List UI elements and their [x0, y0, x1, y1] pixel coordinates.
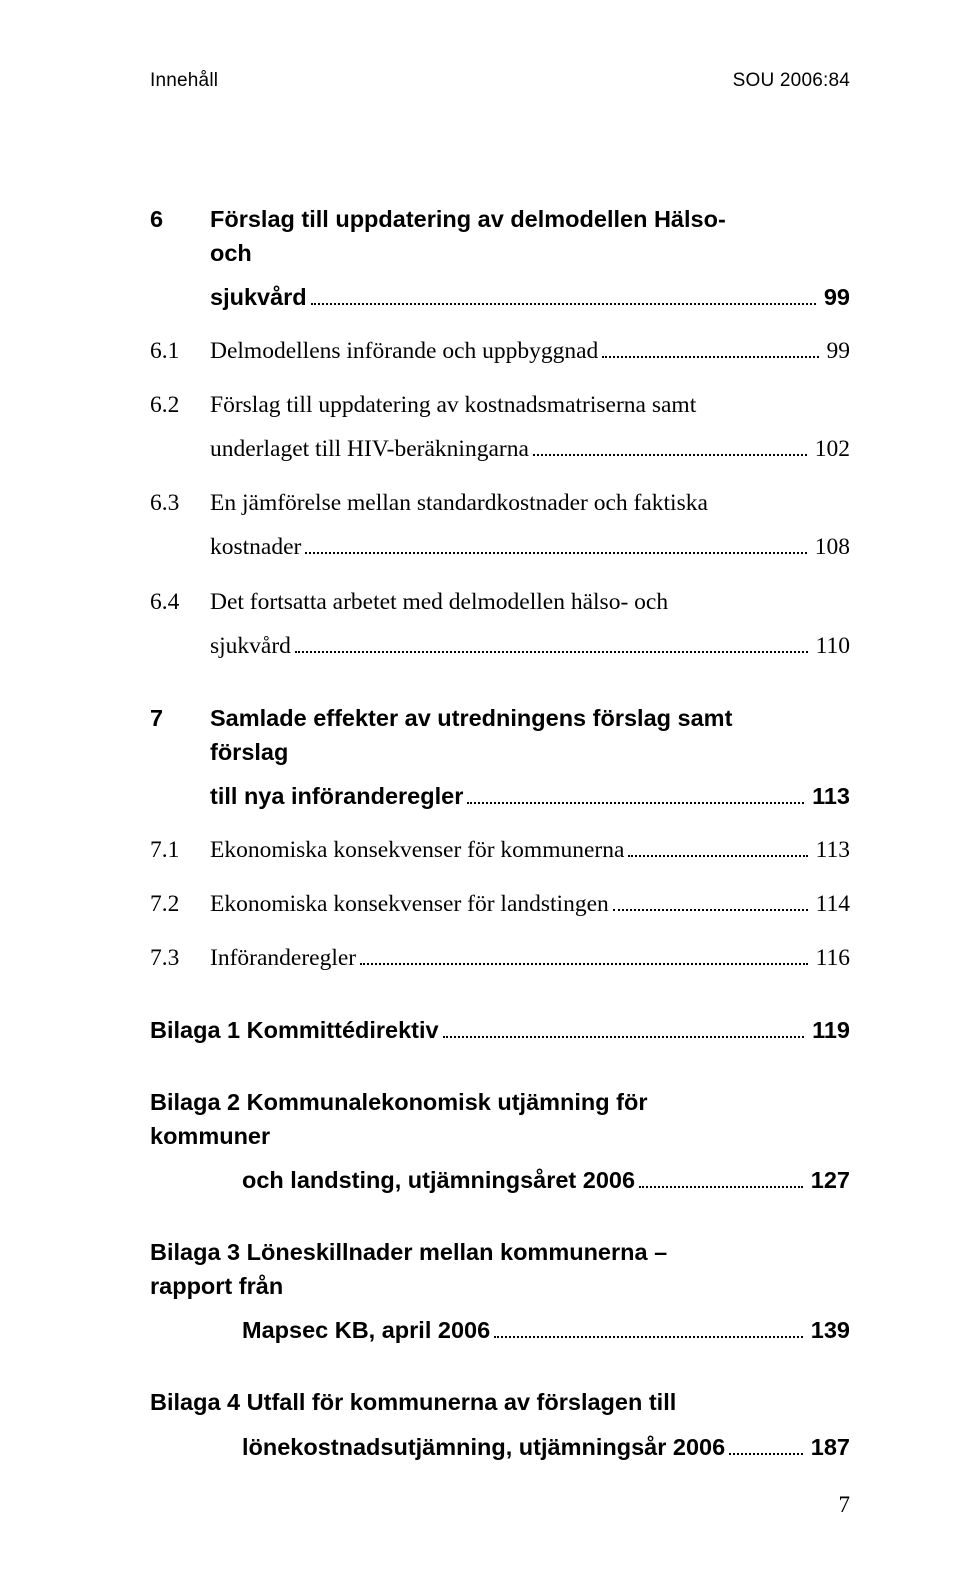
toc-page: 114: [812, 887, 850, 921]
toc-page: 99: [823, 334, 851, 368]
toc-title: Bilaga 2 Kommunalekonomisk utjämning för…: [150, 1085, 690, 1153]
toc-appendix-line2: Mapsec KB, april 2006 139: [150, 1313, 850, 1347]
header-right: SOU 2006:84: [733, 70, 850, 92]
toc-title: Förslag till uppdatering av kostnadsmatr…: [210, 388, 696, 422]
toc-page: 116: [812, 941, 850, 975]
toc-section: 6.4 Det fortsatta arbetet med delmodelle…: [150, 585, 850, 619]
toc-title: Ekonomiska konsekvenser för kommunerna: [210, 833, 624, 867]
toc-section: 6.1 Delmodellens införande och uppbyggna…: [150, 334, 850, 368]
toc-section: 6.2 Förslag till uppdatering av kostnads…: [150, 388, 850, 422]
toc-chapter-line2: sjukvård 99: [150, 280, 850, 314]
toc-number: 6: [150, 202, 210, 236]
leader-dots: [639, 1165, 803, 1188]
toc-section-line2: underlaget till HIV-beräkningarna 102: [150, 432, 850, 466]
toc-section-line2: sjukvård 110: [150, 629, 850, 663]
toc-title: Förslag till uppdatering av delmodellen …: [210, 202, 750, 270]
leader-dots: [443, 1015, 804, 1038]
leader-dots: [729, 1431, 803, 1454]
toc-number: 7.2: [150, 887, 210, 921]
toc-number: 7.3: [150, 941, 210, 975]
toc-number: 7: [150, 701, 210, 735]
toc-title: Delmodellens införande och uppbyggnad: [210, 334, 598, 368]
toc-number: 6.4: [150, 585, 210, 619]
toc-number: 6.1: [150, 334, 210, 368]
toc-page: 187: [807, 1430, 850, 1464]
toc-page: 119: [808, 1013, 850, 1047]
toc-number: 6.2: [150, 388, 210, 422]
toc-page: 139: [807, 1313, 850, 1347]
toc-appendix: Bilaga 4 Utfall för kommunerna av försla…: [150, 1385, 850, 1419]
toc-page: 113: [812, 833, 850, 867]
leader-dots: [628, 834, 807, 857]
leader-dots: [295, 629, 808, 652]
toc-appendix: Bilaga 2 Kommunalekonomisk utjämning för…: [150, 1085, 850, 1153]
toc-section: 6.3 En jämförelse mellan standardkostnad…: [150, 486, 850, 520]
running-header: Innehåll SOU 2006:84: [150, 70, 850, 92]
toc-page: 99: [820, 280, 850, 314]
toc-title: Det fortsatta arbetet med delmodellen hä…: [210, 585, 668, 619]
leader-dots: [613, 888, 808, 911]
table-of-contents: 6 Förslag till uppdatering av delmodelle…: [150, 202, 850, 1464]
toc-section-line2: kostnader 108: [150, 530, 850, 564]
page-number: 7: [839, 1492, 851, 1518]
toc-title: En jämförelse mellan standardkostnader o…: [210, 486, 708, 520]
toc-appendix: Bilaga 1 Kommittédirektiv 119: [150, 1013, 850, 1047]
toc-chapter: 6 Förslag till uppdatering av delmodelle…: [150, 202, 850, 270]
toc-number: 7.1: [150, 833, 210, 867]
toc-appendix-line2: lönekostnadsutjämning, utjämningsår 2006…: [150, 1430, 850, 1464]
toc-chapter: 7 Samlade effekter av utredningens försl…: [150, 701, 850, 769]
toc-page: 102: [811, 432, 850, 466]
toc-section: 7.3 Införanderegler 116: [150, 941, 850, 975]
leader-dots: [311, 282, 816, 305]
toc-title: Samlade effekter av utredningens förslag…: [210, 701, 750, 769]
toc-page: 113: [808, 779, 850, 813]
leader-dots: [602, 335, 818, 358]
toc-section: 7.2 Ekonomiska konsekvenser för landstin…: [150, 887, 850, 921]
toc-appendix: Bilaga 3 Löneskillnader mellan kommunern…: [150, 1235, 850, 1303]
leader-dots: [467, 781, 804, 804]
header-left: Innehåll: [150, 70, 218, 92]
leader-dots: [305, 531, 806, 554]
toc-title: Bilaga 4 Utfall för kommunerna av försla…: [150, 1385, 676, 1419]
leader-dots: [533, 433, 807, 456]
toc-page: 108: [811, 530, 850, 564]
toc-page: 110: [812, 629, 850, 663]
toc-number: 6.3: [150, 486, 210, 520]
leader-dots: [494, 1315, 803, 1338]
toc-title: Bilaga 1 Kommittédirektiv: [150, 1013, 439, 1047]
toc-title: Bilaga 3 Löneskillnader mellan kommunern…: [150, 1235, 690, 1303]
toc-appendix-line2: och landsting, utjämningsåret 2006 127: [150, 1163, 850, 1197]
toc-title: Ekonomiska konsekvenser för landstingen: [210, 887, 609, 921]
toc-section: 7.1 Ekonomiska konsekvenser för kommuner…: [150, 833, 850, 867]
toc-page: 127: [807, 1163, 850, 1197]
toc-chapter-line2: till nya införanderegler 113: [150, 779, 850, 813]
leader-dots: [360, 942, 807, 965]
toc-title: Införanderegler: [210, 941, 356, 975]
